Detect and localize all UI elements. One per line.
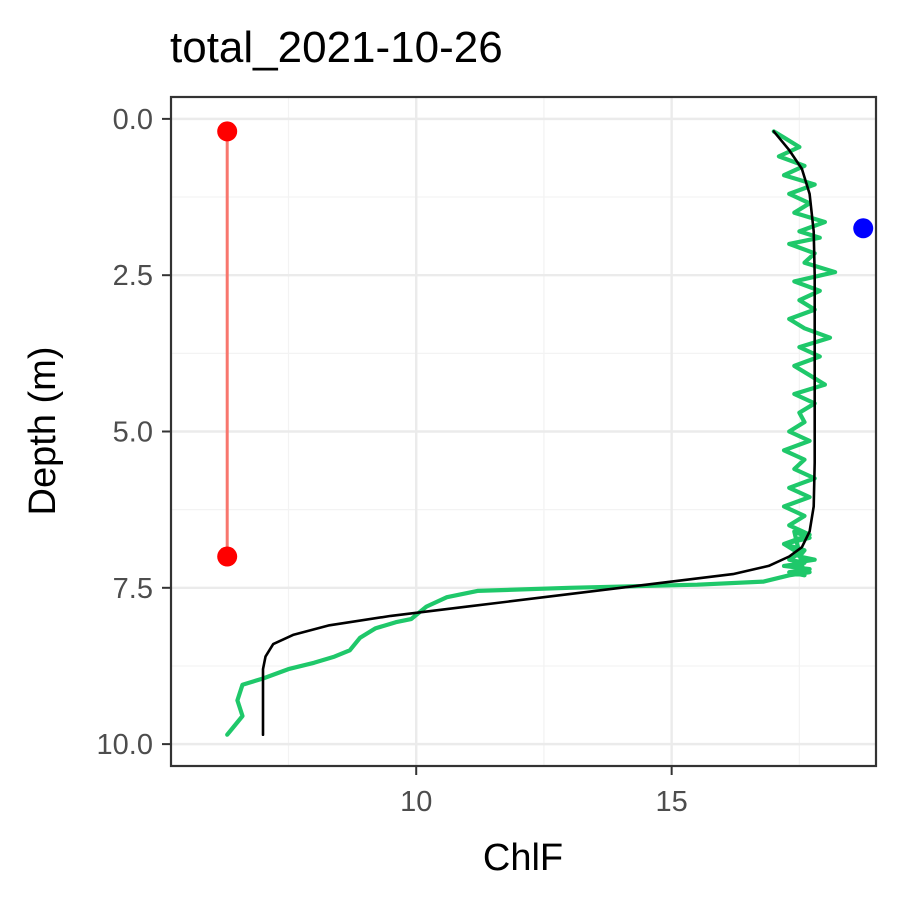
data-point — [217, 121, 238, 142]
y-axis: 0.0 2.5 5.0 7.5 10.0 — [97, 104, 171, 761]
y-tick-label: 0.0 — [113, 104, 153, 136]
points-layer — [217, 121, 874, 567]
y-axis-title: Depth (m) — [22, 347, 64, 516]
x-axis-title: ChlF — [483, 837, 563, 879]
chart-title: total_2021-10-26 — [170, 23, 503, 72]
series-layer — [225, 129, 838, 737]
y-tick-label: 10.0 — [97, 729, 153, 761]
x-tick-label: 15 — [656, 786, 688, 818]
x-axis: 10 15 — [400, 766, 688, 818]
y-tick-label: 7.5 — [113, 573, 153, 605]
x-tick-label: 10 — [400, 786, 432, 818]
data-point — [217, 546, 238, 567]
grid — [171, 97, 876, 766]
y-tick-label: 5.0 — [113, 417, 153, 449]
fitted-series-line — [261, 130, 817, 737]
data-point — [853, 218, 874, 239]
observed-series-line — [225, 129, 838, 737]
y-tick-label: 2.5 — [113, 260, 153, 292]
